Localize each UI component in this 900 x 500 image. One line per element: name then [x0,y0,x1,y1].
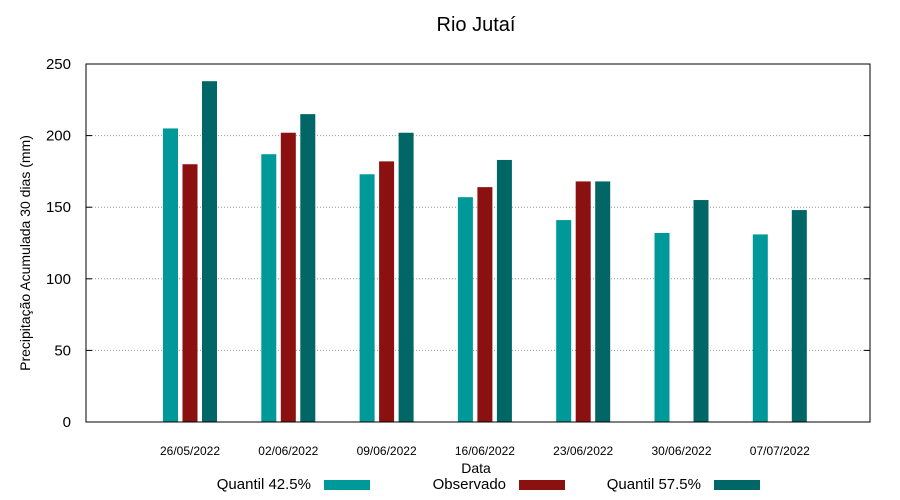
chart-title: Rio Jutaí [437,14,516,36]
bar-3-1 [202,81,217,423]
bar-1-2 [261,154,277,422]
legend-swatch-2 [519,480,565,490]
legend-label: Quantil 57.5% [607,476,701,493]
bar-2-1 [182,164,198,423]
legend-label: Quantil 42.5% [217,476,311,493]
x-tick-label: 30/06/2022 [651,444,711,458]
bar-1-5 [556,220,572,422]
x-axis-ticks: 26/05/2022 02/06/2022 09/06/2022 16/06/2022… [160,444,810,458]
x-tick-label: 16/06/2022 [455,444,515,458]
y-axis-ticks: 0 50 100 150 200 250 [46,56,870,431]
plot-frame [85,63,871,423]
bar-2-5 [575,181,591,422]
bar-3-4 [496,159,512,422]
bar-1-6 [654,232,670,422]
bar-2-4 [477,187,493,422]
bar-2-2 [280,132,296,422]
bar-3-5 [595,181,611,422]
x-tick-label: 07/07/2022 [750,444,810,458]
y-tick-label: 200 [46,128,71,145]
bar-1-7 [752,234,768,422]
bar-1-4 [457,197,473,422]
y-tick-label: 250 [46,56,71,73]
legend-label: Observado [433,476,506,493]
bar-3-3 [398,132,414,422]
legend-swatch-1 [324,480,370,490]
bar-3-7 [791,210,807,422]
y-tick-label: 0 [63,414,71,431]
bar-1-3 [359,174,375,422]
x-tick-label: 09/06/2022 [357,444,417,458]
legend-swatch-3 [714,480,760,490]
bar-3-2 [300,114,316,423]
y-axis-label: Precipitação Acumulada 30 dias (mm) [17,135,33,371]
y-tick-label: 50 [54,342,71,359]
y-tick-label: 100 [46,271,71,288]
legend: Quantil 42.5% Observado Quantil 57.5% [217,476,760,493]
x-tick-label: 26/05/2022 [160,444,220,458]
bars [163,81,807,423]
x-tick-label: 23/06/2022 [553,444,613,458]
x-axis-label: Data [461,460,491,476]
bar-1-1 [163,128,178,422]
x-tick-label: 02/06/2022 [258,444,318,458]
bar-2-3 [379,161,395,422]
bar-3-6 [693,200,709,422]
y-tick-label: 150 [46,199,71,216]
